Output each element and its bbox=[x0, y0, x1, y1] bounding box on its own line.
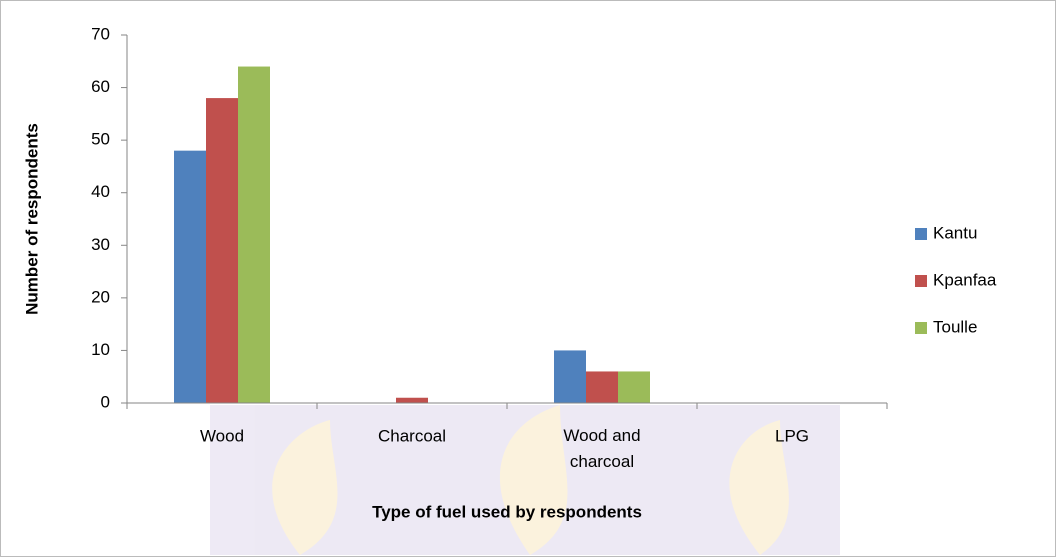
bar bbox=[554, 350, 586, 403]
x-tick-label: Wood bbox=[200, 426, 244, 445]
y-axis-title: Number of respondents bbox=[22, 123, 41, 315]
y-tick-label: 60 bbox=[91, 77, 110, 96]
bar bbox=[206, 98, 238, 403]
watermark bbox=[210, 405, 840, 555]
watermark-leaf bbox=[499, 405, 568, 555]
y-tick-label: 0 bbox=[101, 392, 110, 411]
y-tick-label: 20 bbox=[91, 287, 110, 306]
legend-label: Kantu bbox=[933, 223, 977, 242]
watermark-leaf bbox=[729, 420, 789, 555]
x-tick-label: Wood and charcoal bbox=[563, 426, 640, 471]
watermark-band bbox=[210, 405, 840, 555]
watermark-leaf bbox=[272, 420, 338, 555]
y-tick-label: 50 bbox=[91, 130, 110, 149]
legend-swatch bbox=[915, 228, 927, 240]
x-tick-label: LPG bbox=[775, 426, 809, 445]
bar bbox=[396, 397, 428, 403]
y-tick-label: 40 bbox=[91, 182, 110, 201]
x-tick-label-line: charcoal bbox=[570, 452, 634, 471]
bar bbox=[238, 66, 270, 404]
legend-label: Kpanfaa bbox=[933, 270, 997, 289]
x-axis-title: Type of fuel used by respondents bbox=[372, 502, 642, 521]
bar bbox=[174, 150, 206, 403]
bar bbox=[586, 371, 618, 403]
x-tick-label-line: Wood and bbox=[563, 426, 640, 445]
bar bbox=[618, 371, 650, 403]
y-tick-label: 10 bbox=[91, 340, 110, 359]
x-tick-label: Charcoal bbox=[378, 426, 446, 445]
y-tick-label: 30 bbox=[91, 235, 110, 254]
legend-swatch bbox=[915, 275, 927, 287]
legend-label: Toulle bbox=[933, 317, 977, 336]
legend-swatch bbox=[915, 322, 927, 334]
y-tick-label: 70 bbox=[91, 24, 110, 43]
